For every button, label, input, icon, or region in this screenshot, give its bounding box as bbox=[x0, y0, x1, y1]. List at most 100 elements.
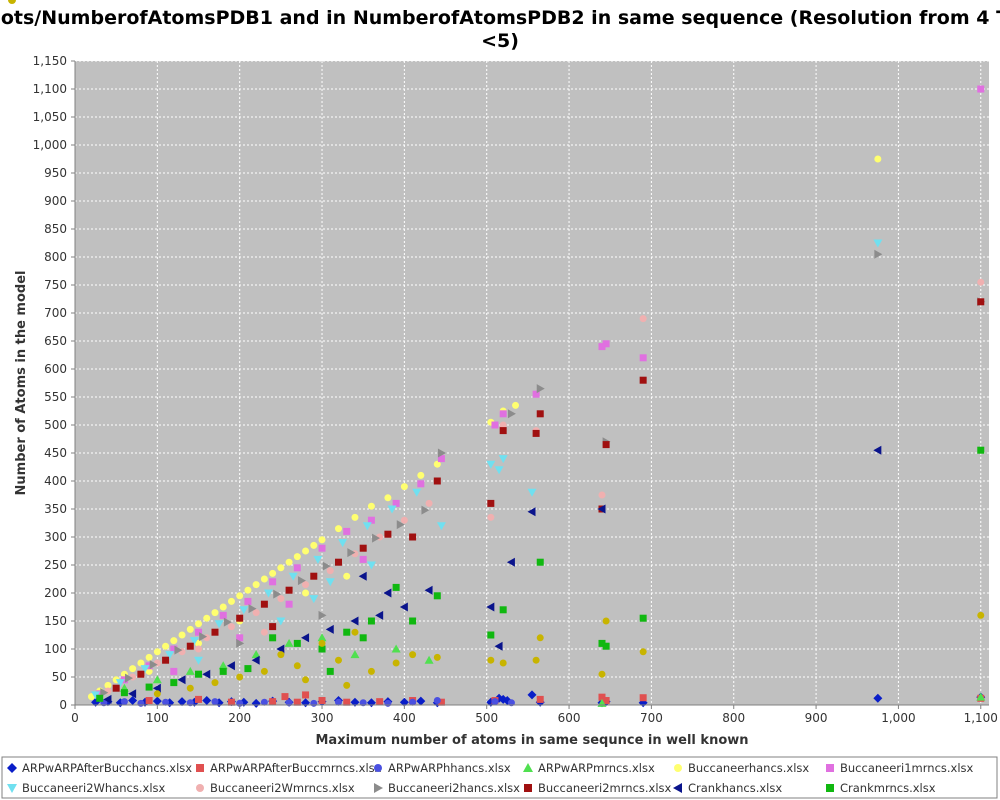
data-point bbox=[137, 670, 145, 678]
data-point bbox=[874, 155, 882, 163]
data-point bbox=[326, 567, 334, 575]
legend-label: ARPwARPmrncs.xlsx bbox=[538, 761, 655, 775]
data-point bbox=[226, 661, 235, 671]
data-point bbox=[219, 611, 227, 619]
data-point bbox=[326, 667, 334, 675]
x-tick-label: 1,000 bbox=[881, 711, 915, 725]
data-point bbox=[399, 697, 409, 707]
data-point bbox=[152, 683, 161, 693]
data-point bbox=[437, 448, 446, 458]
data-point bbox=[536, 384, 545, 394]
data-point bbox=[359, 555, 367, 563]
data-point bbox=[437, 455, 445, 463]
legend-item: Buccaneeri1mrncs.xlsx bbox=[826, 761, 974, 775]
data-point bbox=[137, 699, 145, 707]
data-point bbox=[598, 491, 606, 499]
data-point bbox=[214, 620, 224, 629]
data-point bbox=[310, 699, 318, 707]
data-point bbox=[244, 597, 252, 605]
data-point bbox=[409, 617, 417, 625]
data-point bbox=[602, 340, 610, 348]
data-point bbox=[412, 488, 422, 497]
chart-title-line-1: Plots/NumberofAtomsPDB1 and in NumberofA… bbox=[0, 7, 1000, 29]
y-tick-label: 550 bbox=[44, 390, 67, 404]
data-point bbox=[409, 651, 417, 659]
legend-item: Buccaneeri2mrncs.xlsx bbox=[524, 781, 672, 795]
y-axis: 0 50 100 150 200 250 300 350 400 450 500 550 600 650 7… bbox=[33, 54, 76, 712]
data-point bbox=[170, 667, 178, 675]
data-point bbox=[145, 683, 153, 691]
data-point bbox=[367, 516, 375, 524]
data-point bbox=[145, 653, 153, 661]
data-point bbox=[91, 691, 101, 700]
data-point bbox=[598, 639, 606, 647]
data-point bbox=[334, 525, 342, 533]
data-point bbox=[396, 520, 405, 530]
data-point bbox=[310, 541, 318, 549]
series-6 bbox=[91, 239, 883, 700]
series-11 bbox=[96, 446, 985, 702]
data-point bbox=[309, 595, 319, 604]
data-point bbox=[536, 558, 544, 566]
data-point bbox=[391, 644, 401, 653]
data-point bbox=[252, 581, 260, 589]
data-point bbox=[322, 561, 331, 571]
data-point bbox=[597, 504, 606, 514]
data-point bbox=[244, 586, 252, 594]
legend-label: Crankmrncs.xlsx bbox=[840, 781, 936, 795]
data-point bbox=[499, 427, 507, 435]
data-point bbox=[343, 698, 351, 706]
data-point bbox=[873, 239, 883, 248]
y-tick-label: 250 bbox=[44, 558, 67, 572]
data-point bbox=[598, 693, 606, 701]
data-point bbox=[145, 697, 153, 705]
data-point bbox=[302, 547, 310, 555]
data-point bbox=[387, 505, 397, 514]
legend-marker bbox=[196, 764, 204, 772]
x-tick-label: 200 bbox=[228, 711, 251, 725]
legend-item: ARPwARPAfterBuccmrncs.xlsx bbox=[196, 761, 382, 775]
data-point bbox=[318, 544, 326, 552]
data-point bbox=[236, 634, 244, 642]
data-point bbox=[227, 698, 235, 706]
data-point bbox=[367, 617, 375, 625]
data-point bbox=[421, 505, 430, 515]
data-point bbox=[297, 576, 306, 586]
data-point bbox=[211, 698, 219, 706]
data-point bbox=[602, 617, 610, 625]
data-point bbox=[288, 572, 298, 581]
data-point bbox=[277, 595, 285, 603]
data-point bbox=[351, 513, 359, 521]
data-point bbox=[277, 651, 285, 659]
grid-lines bbox=[75, 60, 989, 705]
data-point bbox=[211, 628, 219, 636]
data-point bbox=[96, 690, 104, 698]
data-point bbox=[343, 527, 351, 535]
y-tick-label: 100 bbox=[44, 642, 67, 656]
data-point bbox=[302, 581, 310, 589]
data-point bbox=[236, 673, 244, 681]
legend-label: ARPwARPAfterBuccmrncs.xlsx bbox=[210, 761, 382, 775]
data-point bbox=[874, 249, 883, 259]
legend-marker bbox=[674, 764, 682, 772]
legend-item: Buccaneerhancs.xlsx bbox=[674, 761, 809, 775]
data-point bbox=[195, 695, 203, 703]
x-axis-label: Maximum number of atoms in same sequnce … bbox=[315, 733, 748, 748]
data-point bbox=[145, 667, 153, 675]
data-point bbox=[409, 698, 417, 706]
data-point bbox=[310, 572, 318, 580]
legend-marker bbox=[826, 784, 834, 792]
data-point bbox=[236, 614, 244, 622]
data-point bbox=[350, 616, 359, 626]
data-point bbox=[284, 638, 294, 647]
legend-label: Buccaneeri1mrncs.xlsx bbox=[840, 761, 974, 775]
data-point bbox=[223, 617, 232, 627]
data-point bbox=[264, 589, 274, 598]
data-point bbox=[436, 522, 446, 531]
data-point bbox=[269, 698, 277, 706]
y-tick-label: 500 bbox=[44, 418, 67, 432]
data-point bbox=[487, 499, 495, 507]
data-point bbox=[338, 539, 348, 548]
x-tick-label: 100 bbox=[146, 711, 169, 725]
data-point bbox=[273, 589, 282, 599]
